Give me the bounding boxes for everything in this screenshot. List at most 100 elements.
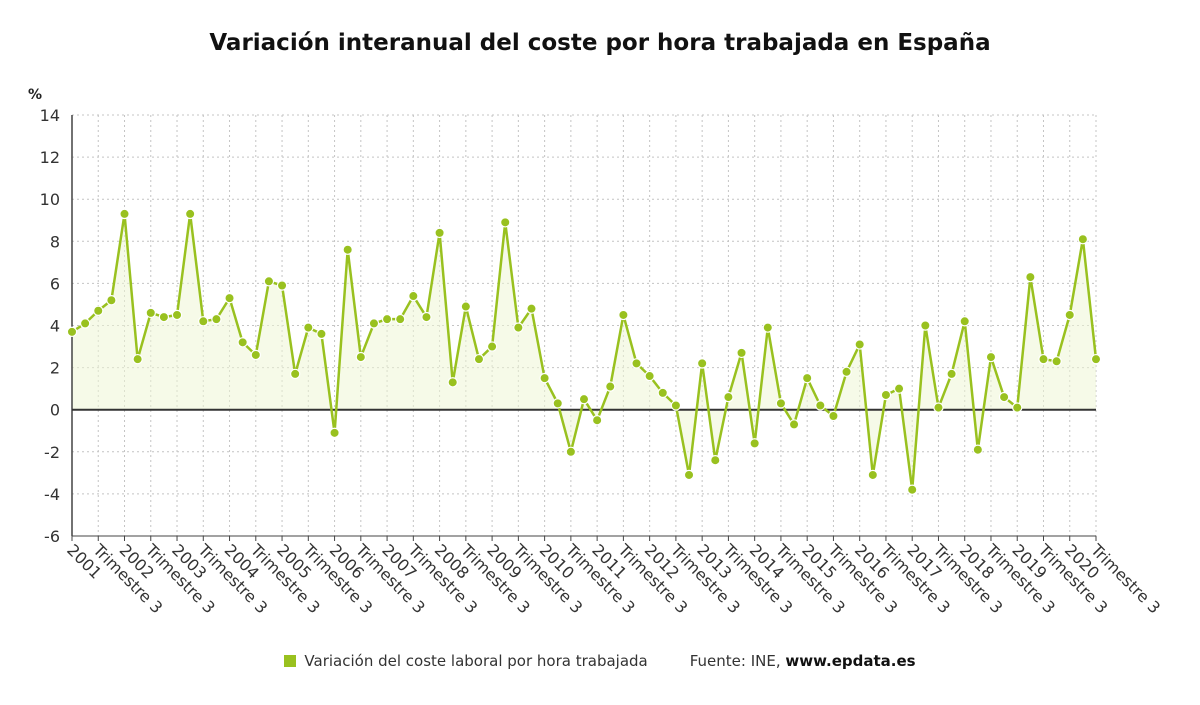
data-point [1051,356,1062,367]
data-point [447,377,458,388]
data-point [933,402,944,413]
series-points [66,208,1102,495]
data-point [381,313,393,325]
data-point [211,313,222,325]
data-point [250,349,261,361]
data-point [1090,353,1102,365]
y-tick-label: 2 [50,359,60,378]
data-point [342,244,353,255]
y-tick-label: -6 [44,527,60,546]
data-point [985,351,997,363]
data-point [237,337,248,348]
data-point [591,415,603,426]
y-tick-label: 12 [40,148,60,167]
y-tick-label: 10 [40,190,60,209]
data-point [93,305,104,316]
data-point [473,353,485,365]
data-point [657,387,668,399]
legend: Variación del coste laboral por hora tra… [284,652,648,670]
data-point [119,208,130,220]
data-point [683,469,695,481]
data-point [788,419,800,430]
y-tick-label: -2 [44,443,60,462]
data-point [145,307,156,319]
series-area [72,213,1096,490]
data-point [158,311,170,323]
data-point [224,292,235,304]
data-point [696,358,708,369]
axes [71,115,1097,541]
data-point [854,339,865,350]
data-point [79,318,91,329]
data-point [841,366,852,378]
data-point [762,322,773,333]
data-point [618,309,629,321]
area-fill [72,213,1096,490]
data-point [815,400,826,411]
data-point [66,326,78,338]
data-point [500,217,511,228]
data-point [395,313,406,325]
data-point [775,398,787,409]
data-point [972,444,984,455]
data-point [946,368,957,380]
data-point [801,372,813,384]
legend-swatch [284,655,297,667]
data-point [749,438,760,449]
data-point [460,301,472,312]
data-point [171,309,183,321]
legend-label: Variación del coste laboral por hora tra… [304,652,648,670]
data-point [893,383,905,394]
y-tick-label: 8 [50,232,60,251]
data-point [631,358,642,369]
data-point [539,372,550,384]
data-point [880,389,892,401]
data-point [289,368,301,380]
data-point [907,484,918,495]
data-point [920,320,931,331]
y-tick-label: -4 [44,485,60,504]
data-point [670,400,682,411]
data-point [276,280,288,291]
data-point [552,398,563,409]
data-point [1064,309,1075,321]
source-site: www.epdata.es [785,652,916,670]
data-point [605,381,616,392]
y-tick-label: 14 [40,106,60,125]
data-point [355,351,367,363]
data-point [329,427,340,439]
data-point [1038,353,1049,365]
source-note: Fuente: INE, www.epdata.es [690,652,916,670]
data-point [710,455,721,466]
data-point [263,276,275,287]
data-point [723,391,734,403]
data-point [368,318,380,329]
data-point [132,353,143,365]
data-point [1077,233,1089,245]
data-point [565,446,577,457]
data-point [303,322,314,333]
data-point [867,469,879,481]
data-point [828,410,839,422]
data-point [198,316,209,327]
y-axis-label: % [28,87,42,103]
y-tick-label: 6 [50,274,60,293]
data-point [526,303,537,314]
y-tick-label: 4 [50,317,60,336]
data-point [1025,271,1036,283]
chart-footer: Variación del coste laboral por hora tra… [0,652,1200,670]
source-prefix: Fuente: INE, [689,652,781,670]
data-point [486,341,498,352]
chart-title: Variación interanual del coste por hora … [209,30,991,56]
data-point [998,391,1010,403]
y-tick-label: 0 [50,401,60,420]
data-point [736,347,747,359]
data-point [578,393,590,405]
data-point [959,316,970,327]
data-point [644,370,655,382]
data-point [434,227,445,239]
data-point [1012,402,1023,413]
data-point [106,295,117,306]
data-point [408,290,419,302]
